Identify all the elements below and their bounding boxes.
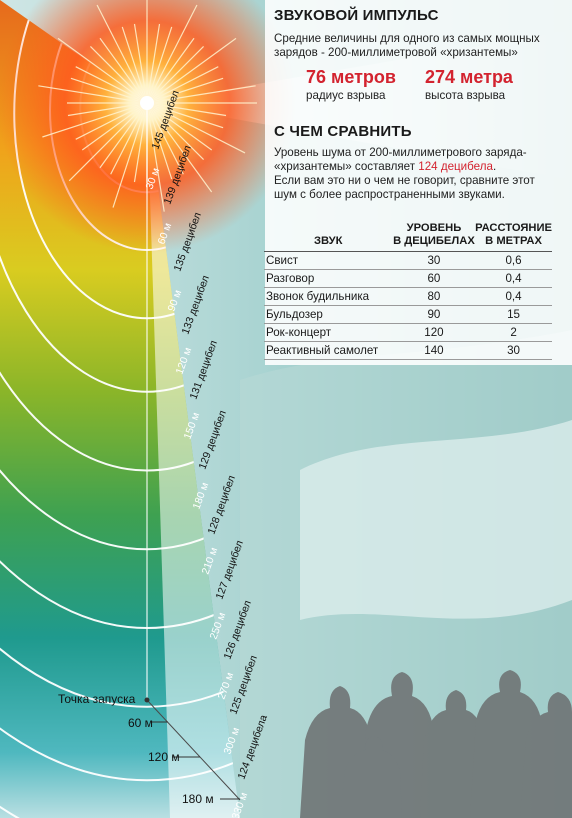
burst-ray	[146, 102, 213, 151]
sound-ring	[0, 0, 522, 780]
cell-distance: 0,6	[475, 251, 552, 270]
burst-ray	[57, 37, 148, 104]
compare-line-3: Если вам это ни о чем не говорит, сравни…	[274, 174, 535, 187]
compare-line-2: «хризантемы» составляет 124 децибела.	[274, 160, 496, 174]
burst-ray	[146, 102, 213, 193]
burst-ray	[81, 102, 148, 151]
cell-db: 60	[392, 269, 476, 288]
burst-ray	[146, 66, 219, 104]
burst-ray	[96, 4, 148, 104]
burst-ray	[133, 23, 148, 104]
height-label-120: 120 м	[148, 750, 180, 764]
burst-ray	[38, 85, 148, 104]
cell-sound: Свист	[264, 251, 393, 270]
burst-ray	[146, 37, 195, 104]
noise-level-highlight: 124 децибела	[418, 160, 493, 173]
cell-distance: 0,4	[475, 287, 552, 306]
burst-ray	[99, 102, 148, 169]
burst-ray	[121, 26, 148, 104]
burst-ray	[112, 102, 148, 208]
intro-line-1: Средние величины для одного из самых мощ…	[274, 32, 540, 45]
blast-height-value: 274 метра	[425, 67, 513, 87]
cell-sound: Разговор	[264, 269, 393, 288]
height-label-60: 60 м	[128, 716, 153, 730]
burst-ray	[110, 102, 148, 175]
burst-ray	[146, 102, 184, 175]
height-label-180: 180 м	[182, 792, 214, 806]
blast-radius-value: 76 метров	[306, 67, 396, 87]
burst-ray	[70, 77, 148, 104]
blast-height-label: высота взрыва	[425, 89, 506, 102]
title-sound-impulse: ЗВУКОВОЙ ИМПУЛЬС	[274, 7, 439, 24]
launch-point-label: Точка запуска	[58, 692, 136, 706]
cell-sound: Звонок будильника	[264, 287, 393, 306]
table-row: Звонок будильника 80 0,4	[264, 287, 552, 306]
burst-ray	[146, 102, 227, 117]
cell-distance: 2	[475, 323, 552, 342]
burst-ray	[146, 102, 165, 212]
header-level-line2: В ДЕЦИБЕЛАХ	[393, 235, 475, 247]
compare-line-1: Уровень шума от 200-миллиметрового заряд…	[274, 146, 527, 159]
sound-ring	[0, 0, 483, 707]
burst-ray	[67, 102, 148, 117]
burst-ray	[146, 102, 204, 160]
blast-radius-label: радиус взрыва	[306, 89, 386, 102]
header-level: УРОВЕНЬ В ДЕЦИБЕЛАХ	[392, 222, 476, 252]
cell-sound: Бульдозер	[264, 305, 393, 324]
burst-ray	[146, 4, 198, 104]
cell-db: 80	[392, 287, 476, 306]
cell-db: 30	[392, 251, 476, 270]
cell-distance: 30	[475, 341, 552, 360]
cell-distance: 0,4	[475, 269, 552, 288]
cell-sound: Рок-концерт	[264, 323, 393, 342]
table-row: Свист 30 0,6	[264, 251, 552, 270]
table-row: Бульдозер 90 15	[264, 305, 552, 324]
header-sound: ЗВУК	[264, 222, 393, 252]
cell-distance: 15	[475, 305, 552, 324]
burst-ray	[146, 77, 224, 104]
cell-db: 90	[392, 305, 476, 324]
burst-ray	[146, 23, 161, 104]
table-row: Реактивный самолет 140 30	[264, 341, 552, 360]
crowd-silhouette	[300, 670, 572, 818]
compare-line-4: шум с более распространенными звуками.	[274, 188, 505, 201]
header-distance-line2: В МЕТРАХ	[485, 235, 542, 247]
header-level-line1: УРОВЕНЬ	[406, 222, 462, 234]
intro-line-2: зарядов - 200-миллиметровой «хризантемы»	[274, 46, 518, 59]
burst-ray	[146, 102, 173, 180]
header-distance: РАССТОЯНИЕ В МЕТРАХ	[475, 222, 552, 252]
burst-ray	[146, 85, 256, 104]
cell-sound: Реактивный самолет	[264, 341, 393, 360]
title-compare: С ЧЕМ СРАВНИТЬ	[274, 123, 412, 140]
table-header-row: ЗВУК УРОВЕНЬ В ДЕЦИБЕЛАХ РАССТОЯНИЕ В МЕ…	[264, 222, 552, 252]
burst-ray	[75, 102, 148, 140]
burst-ray	[146, 102, 224, 129]
burst-ray	[75, 66, 148, 104]
compare-line-2-end: .	[492, 160, 497, 173]
burst-ray	[68, 102, 148, 182]
burst-ray	[146, 46, 204, 104]
burst-ray	[133, 102, 148, 183]
burst-ray	[146, 37, 237, 104]
compare-line-2-text: «хризантемы» составляет	[274, 160, 419, 173]
burst-ray	[42, 102, 148, 138]
table-row: Разговор 60 0,4	[264, 269, 552, 288]
cell-db: 120	[392, 323, 476, 342]
table-row: Рок-концерт 120 2	[264, 323, 552, 342]
cell-db: 140	[392, 341, 476, 360]
burst-ray	[99, 37, 148, 104]
burst-ray	[146, 26, 173, 104]
burst-ray	[146, 102, 246, 154]
burst-ray	[90, 46, 148, 104]
header-distance-line1: РАССТОЯНИЕ	[475, 222, 552, 234]
noise-comparison-table: ЗВУК УРОВЕНЬ В ДЕЦИБЕЛАХ РАССТОЯНИЕ В МЕ…	[264, 222, 552, 360]
